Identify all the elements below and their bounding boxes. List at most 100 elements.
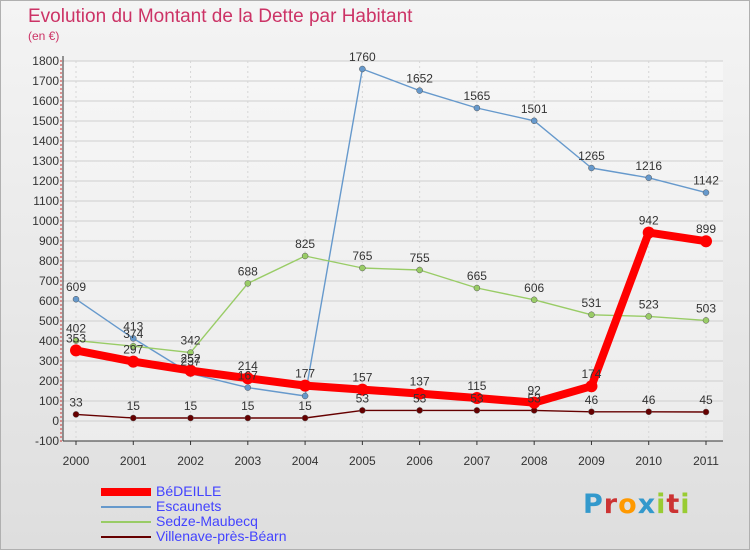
data-point [72,295,80,303]
data-label: 353 [66,331,86,345]
y-tick-label: -100 [35,434,59,448]
data-point [301,414,309,422]
data-point [299,379,312,392]
data-point [588,164,595,172]
data-point [184,364,197,377]
y-tick-label: 1200 [32,174,59,188]
data-label: 503 [696,301,716,315]
data-label: 53 [528,391,542,405]
y-tick-label: 900 [39,234,59,248]
data-point [588,311,595,319]
y-tick-label: 300 [39,354,59,368]
data-label: 45 [699,393,713,407]
data-point [130,414,137,422]
data-point [301,392,309,400]
data-point [416,266,423,274]
data-point [530,117,538,125]
data-point [645,313,652,320]
data-label: 92 [528,384,542,398]
data-label: 899 [696,222,716,236]
x-tick-label: 2007 [464,454,491,468]
data-label: 825 [295,237,315,251]
y-tick-label: 400 [39,334,59,348]
data-label: 342 [181,334,201,348]
data-label: 115 [467,379,486,393]
data-point [130,335,137,342]
legend-swatch [101,488,151,496]
x-tick-label: 2009 [578,454,605,468]
data-point [72,411,80,418]
proxiti-logo: Proxiti [583,489,691,520]
y-tick-label: 1800 [32,54,59,68]
data-label: 1142 [693,174,719,188]
chart-subtitle: (en €) [28,29,60,43]
data-label: 609 [66,280,86,294]
y-tick-label: 1500 [32,114,59,128]
series-line-1 [72,228,710,407]
data-label: 1760 [349,50,376,64]
data-label: 33 [69,395,83,409]
line-chart: -100 0 100 200 300 400 500 600 700 800 900 1000 1100… [32,50,723,468]
logo-letter: i [680,489,691,520]
data-point [241,372,254,385]
data-point [588,408,595,416]
series-line-4 [75,409,707,419]
y-tick-label: 100 [39,394,59,408]
data-label: 46 [585,393,599,407]
data-label: 755 [410,251,430,265]
logo-letter: r [603,489,619,520]
y-tick-label: 0 [52,414,59,428]
legend-swatch [101,521,151,523]
data-label: 523 [639,297,659,311]
data-point [187,349,194,356]
logo-letter: i [656,489,667,520]
data-point [130,342,137,350]
data-point [530,296,538,304]
data-point [359,264,366,272]
y-tick-label: 1300 [32,154,59,168]
legend-label: BéDEILLE [156,483,222,499]
data-label: 53 [413,391,427,405]
data-label: 765 [352,249,372,263]
data-label: 15 [298,399,312,413]
data-point [702,189,710,196]
data-point [702,317,710,324]
y-tick-label: 800 [39,254,59,268]
chart-title: Evolution du Montant de la Dette par Hab… [28,6,413,27]
x-tick-label: 2008 [521,454,548,468]
logo-letter: P [583,489,604,520]
data-label: 237 [181,355,201,369]
legend-label: Escaunets [156,498,222,514]
data-point [585,380,598,393]
x-tick-label: 2004 [292,454,319,468]
data-point [642,226,655,239]
data-point [700,235,712,248]
plot-area [63,61,723,441]
data-point [473,284,481,292]
y-tick-label: 600 [39,294,59,308]
logo-letter: t [666,489,681,520]
data-point [702,408,710,416]
data-point [359,407,366,414]
data-point [244,280,252,287]
data-point [645,408,652,416]
data-label: 15 [184,399,198,413]
data-label: 402 [66,322,86,336]
data-point [359,65,366,73]
series-line-3 [75,255,707,354]
y-tick-label: 1100 [33,194,59,208]
data-label: 688 [238,264,258,278]
legend-label: Sedze-Maubecq [156,513,258,529]
data-point [70,344,82,357]
data-label: 1565 [464,89,491,103]
data-label: 167 [238,369,258,383]
data-label: 665 [467,269,487,283]
data-label: 1652 [406,72,433,86]
data-label: 46 [642,393,656,407]
x-tick-label: 2006 [406,454,433,468]
x-tick-label: 2000 [63,454,90,468]
data-point [127,355,140,368]
y-tick-label: 700 [39,274,59,288]
data-label: 53 [470,391,484,405]
data-point [244,414,252,422]
